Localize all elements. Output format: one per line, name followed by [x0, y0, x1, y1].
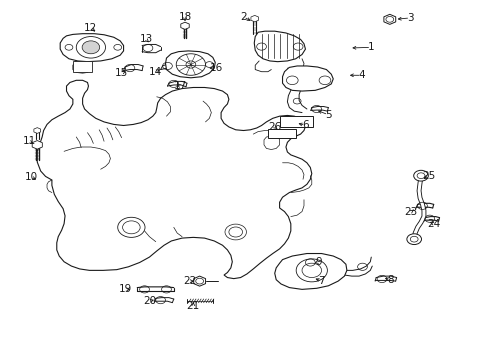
Text: 11: 11 — [22, 136, 36, 146]
Polygon shape — [165, 51, 215, 78]
Text: 8: 8 — [386, 275, 393, 285]
Text: 24: 24 — [426, 219, 439, 229]
Text: 13: 13 — [139, 35, 152, 44]
Text: 21: 21 — [186, 301, 200, 311]
Polygon shape — [282, 66, 332, 91]
Polygon shape — [250, 15, 258, 22]
Text: 15: 15 — [115, 68, 128, 78]
Text: 19: 19 — [118, 284, 131, 294]
Text: 6: 6 — [302, 121, 308, 130]
Text: 7: 7 — [318, 276, 324, 286]
Text: 4: 4 — [358, 70, 364, 80]
Polygon shape — [34, 128, 41, 134]
Polygon shape — [60, 34, 123, 62]
FancyBboxPatch shape — [267, 129, 296, 138]
Text: 26: 26 — [267, 122, 281, 132]
Circle shape — [413, 170, 427, 181]
FancyBboxPatch shape — [279, 116, 312, 127]
Polygon shape — [383, 14, 395, 24]
Text: 5: 5 — [325, 110, 331, 120]
Text: 17: 17 — [173, 81, 186, 91]
Polygon shape — [254, 31, 305, 62]
Circle shape — [82, 41, 100, 54]
Text: 25: 25 — [421, 171, 434, 181]
Text: 18: 18 — [178, 12, 191, 22]
Text: 9: 9 — [315, 257, 321, 267]
Polygon shape — [181, 22, 189, 30]
Text: 3: 3 — [406, 13, 413, 23]
Circle shape — [406, 234, 421, 244]
Polygon shape — [32, 140, 42, 149]
Polygon shape — [73, 61, 92, 72]
Text: 22: 22 — [183, 276, 196, 286]
Text: 20: 20 — [142, 296, 156, 306]
Text: 12: 12 — [84, 23, 97, 33]
Polygon shape — [193, 276, 205, 286]
Polygon shape — [274, 253, 346, 289]
Text: 14: 14 — [149, 67, 162, 77]
Text: 1: 1 — [367, 42, 374, 52]
Text: 16: 16 — [209, 63, 223, 73]
Polygon shape — [37, 80, 311, 279]
Text: 2: 2 — [240, 12, 246, 22]
Text: 10: 10 — [24, 172, 38, 182]
Text: 23: 23 — [404, 207, 417, 217]
